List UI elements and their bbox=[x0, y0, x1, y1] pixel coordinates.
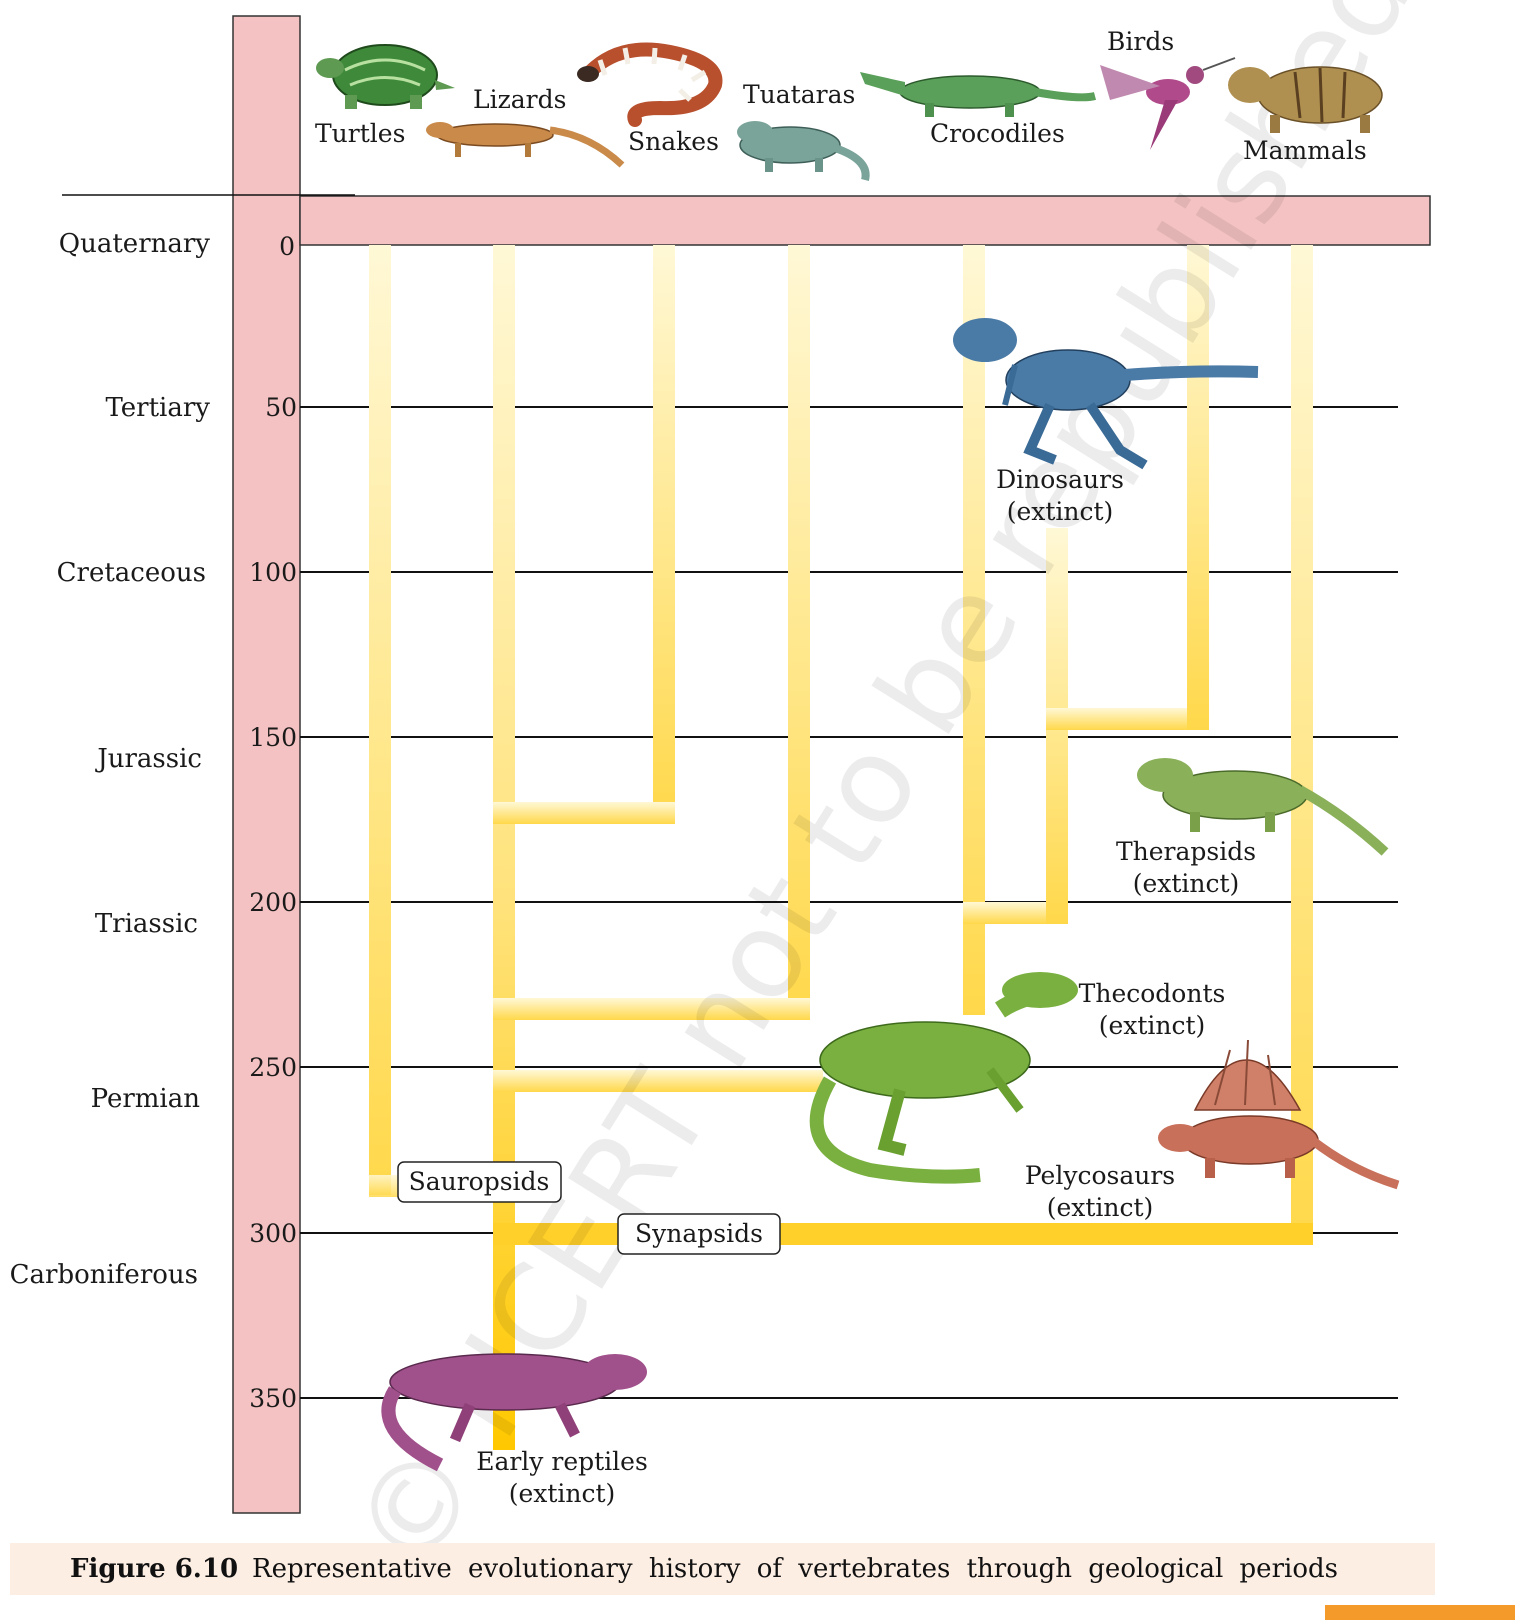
tick-350: 350 bbox=[249, 1384, 297, 1413]
label-pelycosaurs-extinct: (extinct) bbox=[1047, 1193, 1154, 1222]
label-early-reptiles-extinct: (extinct) bbox=[509, 1479, 616, 1508]
crocodile-illustration bbox=[860, 72, 1097, 117]
turtle-illustration bbox=[316, 44, 455, 109]
label-birds: Birds bbox=[1107, 27, 1174, 56]
label-pelycosaurs: Pelycosaurs bbox=[1025, 1161, 1175, 1190]
era-carboniferous: Carboniferous bbox=[10, 1260, 198, 1290]
branch-snakes bbox=[653, 245, 675, 823]
branch-tuataras bbox=[788, 245, 810, 1019]
tick-200: 200 bbox=[249, 888, 297, 917]
tick-100: 100 bbox=[249, 558, 297, 587]
clade-synapsids: Synapsids bbox=[617, 1213, 781, 1255]
branch-dino-bird-join bbox=[1046, 708, 1209, 730]
branch-turtles bbox=[369, 245, 391, 1195]
era-cretaceous: Cretaceous bbox=[57, 558, 206, 588]
tick-300: 300 bbox=[249, 1219, 297, 1248]
mammal-illustration bbox=[1228, 66, 1383, 133]
therapsid-illustration bbox=[1137, 758, 1389, 856]
time-gridlines bbox=[300, 406, 1398, 1399]
label-thecodonts: Thecodonts bbox=[1079, 979, 1226, 1008]
label-therapsids-extinct: (extinct) bbox=[1133, 869, 1240, 898]
label-lizards: Lizards bbox=[473, 85, 566, 114]
era-permian: Permian bbox=[91, 1084, 201, 1114]
label-synapsids: Synapsids bbox=[635, 1219, 763, 1248]
dinosaur-illustration bbox=[953, 318, 1259, 470]
timeline-column bbox=[232, 15, 301, 1514]
caption-number: Figure 6.10 bbox=[70, 1554, 239, 1584]
snake-illustration bbox=[577, 42, 723, 127]
clade-sauropsids: Sauropsids bbox=[397, 1161, 562, 1203]
branch-sauropsid-trunk bbox=[493, 245, 515, 1450]
bird-illustration bbox=[1100, 57, 1236, 150]
tick-150: 150 bbox=[249, 723, 297, 752]
figure-caption: Figure 6.10 Representative evolutionary … bbox=[10, 1543, 1435, 1595]
present-band bbox=[299, 195, 1431, 246]
branch-thecodont-join bbox=[493, 1070, 823, 1092]
branch-lizard-snake-join bbox=[493, 802, 675, 824]
tick-labels: 0 50 100 150 200 250 300 350 bbox=[249, 232, 297, 1413]
label-mammals: Mammals bbox=[1243, 136, 1367, 165]
era-quaternary: Quaternary bbox=[59, 229, 211, 259]
era-triassic: Triassic bbox=[95, 909, 198, 939]
label-turtles: Turtles bbox=[315, 119, 405, 148]
branch-croc-dino-join bbox=[963, 902, 1068, 924]
tick-250: 250 bbox=[249, 1053, 297, 1082]
tuatara-illustration bbox=[737, 121, 870, 181]
tick-50: 50 bbox=[265, 393, 297, 422]
label-dinosaurs: Dinosaurs bbox=[996, 465, 1124, 494]
label-tuataras: Tuataras bbox=[743, 80, 855, 109]
label-early-reptiles: Early reptiles bbox=[476, 1447, 648, 1476]
era-tertiary: Tertiary bbox=[105, 393, 210, 423]
label-crocodiles: Crocodiles bbox=[930, 119, 1065, 148]
era-jurassic: Jurassic bbox=[94, 744, 202, 774]
era-labels: Quaternary Tertiary Cretaceous Jurassic … bbox=[10, 229, 211, 1290]
branch-mammals bbox=[1291, 245, 1313, 1243]
page-corner-tab bbox=[1325, 1605, 1515, 1620]
caption-text: Representative evolutionary history of v… bbox=[252, 1554, 1338, 1584]
lizard-illustration bbox=[426, 122, 625, 168]
extinct-group-labels: Dinosaurs (extinct) Therapsids (extinct)… bbox=[476, 465, 1256, 1508]
early-reptile-illustration bbox=[381, 1353, 647, 1472]
label-dinosaurs-extinct: (extinct) bbox=[1007, 497, 1114, 526]
label-snakes: Snakes bbox=[628, 127, 719, 156]
pelycosaur-illustration bbox=[1158, 1039, 1400, 1190]
tick-0: 0 bbox=[279, 232, 295, 261]
living-group-labels: Turtles Lizards Snakes Tuataras Crocodil… bbox=[315, 27, 1367, 165]
branch-crocodiles bbox=[963, 245, 985, 1015]
label-thecodonts-extinct: (extinct) bbox=[1099, 1011, 1206, 1040]
thecodont-illustration bbox=[809, 972, 1078, 1184]
branch-tuatara-join bbox=[493, 998, 810, 1020]
label-therapsids: Therapsids bbox=[1116, 837, 1256, 866]
label-sauropsids: Sauropsids bbox=[409, 1167, 550, 1196]
